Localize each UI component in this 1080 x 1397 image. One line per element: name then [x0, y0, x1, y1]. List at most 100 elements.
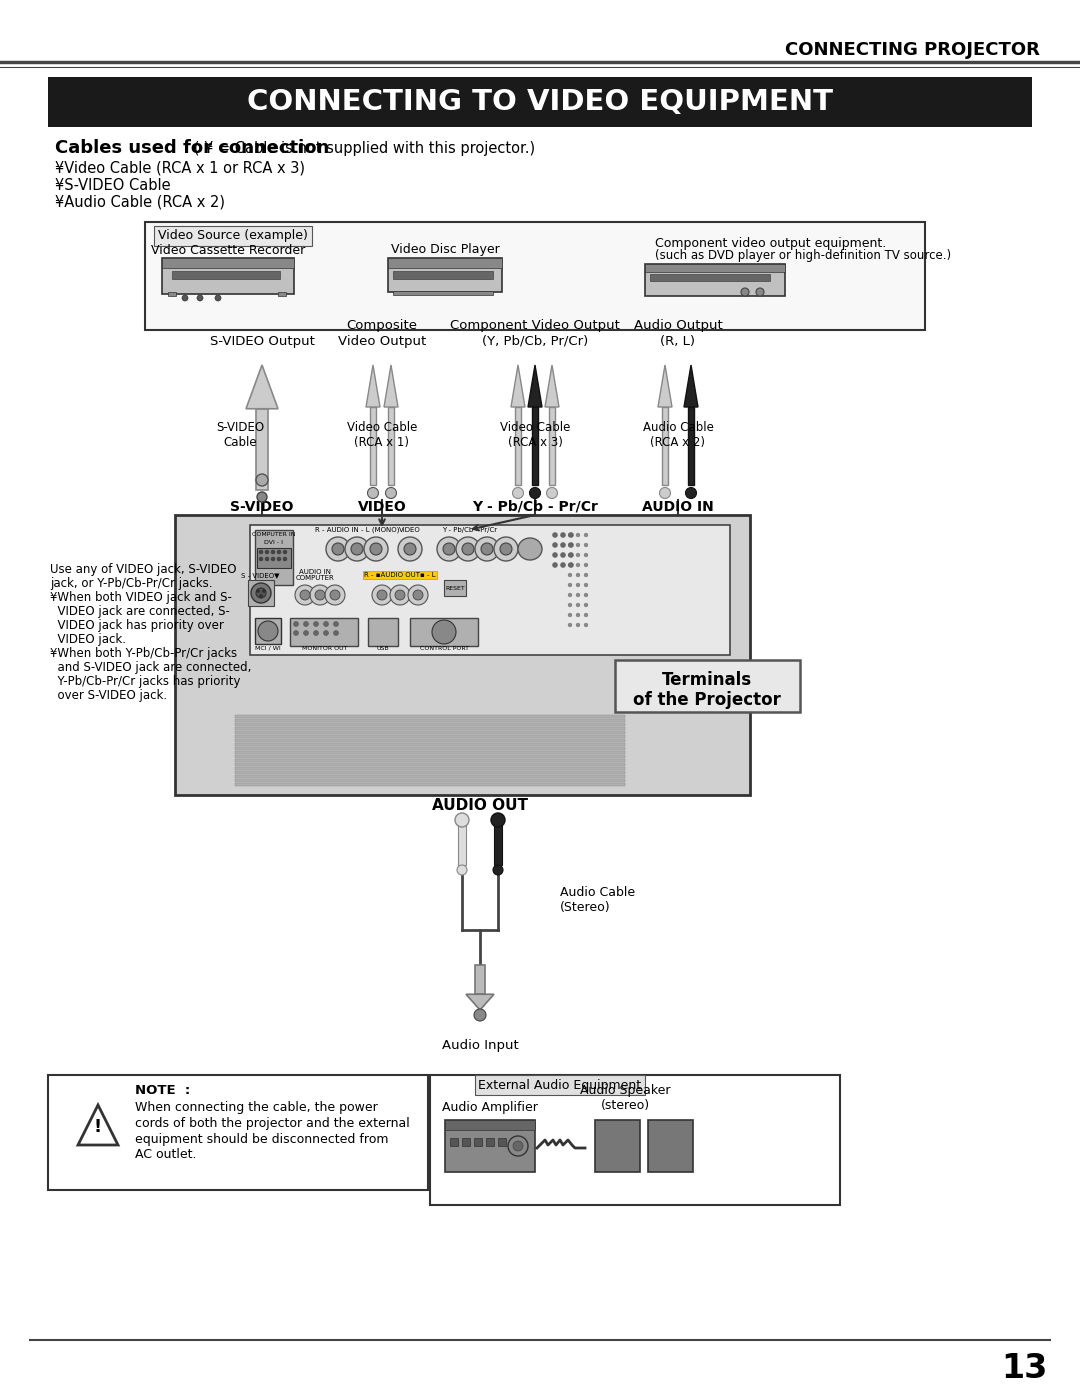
- Circle shape: [561, 552, 566, 557]
- Bar: [368, 617, 399, 645]
- Bar: [515, 407, 521, 485]
- Text: equipment should be disconnected from: equipment should be disconnected from: [135, 1133, 389, 1147]
- Text: VIDEO: VIDEO: [357, 500, 406, 514]
- Text: COMPUTER IN: COMPUTER IN: [253, 532, 296, 538]
- Circle shape: [283, 557, 287, 562]
- Text: USB: USB: [377, 645, 389, 651]
- Circle shape: [300, 590, 310, 599]
- Circle shape: [553, 552, 557, 557]
- Bar: [648, 1120, 693, 1172]
- Text: 13: 13: [1001, 1351, 1048, 1384]
- Circle shape: [259, 550, 264, 555]
- Bar: [256, 409, 268, 490]
- Bar: [235, 754, 625, 757]
- Circle shape: [294, 630, 298, 636]
- Circle shape: [256, 588, 266, 598]
- Circle shape: [568, 623, 572, 627]
- Circle shape: [576, 553, 580, 557]
- Bar: [278, 292, 286, 296]
- Circle shape: [271, 550, 275, 555]
- Bar: [249, 525, 730, 655]
- Bar: [175, 515, 750, 795]
- Text: VIDEO jack.: VIDEO jack.: [50, 633, 126, 647]
- Circle shape: [568, 553, 572, 557]
- Text: Video Cassette Recorder: Video Cassette Recorder: [151, 243, 306, 257]
- Circle shape: [553, 563, 557, 567]
- Text: Audio Output
(R, L): Audio Output (R, L): [634, 319, 723, 348]
- Circle shape: [561, 563, 566, 567]
- Bar: [235, 775, 625, 778]
- Circle shape: [576, 563, 580, 567]
- Circle shape: [529, 488, 540, 499]
- Bar: [615, 659, 800, 712]
- Bar: [162, 258, 294, 293]
- Circle shape: [475, 536, 499, 562]
- Text: and S-VIDEO jack are connected,: and S-VIDEO jack are connected,: [50, 662, 252, 675]
- Bar: [595, 1120, 640, 1172]
- Circle shape: [408, 585, 428, 605]
- Circle shape: [553, 532, 557, 538]
- Text: AC outlet.: AC outlet.: [135, 1148, 197, 1161]
- Text: S-VIDEO
Cable: S-VIDEO Cable: [216, 420, 265, 448]
- Bar: [235, 719, 625, 721]
- Circle shape: [372, 585, 392, 605]
- Bar: [235, 726, 625, 729]
- Polygon shape: [78, 1105, 118, 1146]
- Circle shape: [313, 622, 319, 626]
- Circle shape: [494, 536, 518, 562]
- Circle shape: [404, 543, 416, 555]
- Circle shape: [334, 630, 338, 636]
- Circle shape: [324, 622, 328, 626]
- Circle shape: [576, 604, 580, 608]
- Circle shape: [315, 590, 325, 599]
- Circle shape: [686, 488, 697, 499]
- Circle shape: [370, 543, 382, 555]
- Text: Audio Cable
(RCA x 2): Audio Cable (RCA x 2): [643, 420, 714, 448]
- Circle shape: [257, 590, 259, 592]
- Text: ¥Video Cable (RCA x 1 or RCA x 3): ¥Video Cable (RCA x 1 or RCA x 3): [55, 161, 305, 176]
- Circle shape: [561, 532, 566, 538]
- Circle shape: [215, 295, 221, 300]
- Text: Audio Input: Audio Input: [442, 1038, 518, 1052]
- Polygon shape: [528, 365, 542, 407]
- Circle shape: [756, 288, 764, 296]
- Circle shape: [568, 563, 572, 567]
- Text: ¥Audio Cable (RCA x 2): ¥Audio Cable (RCA x 2): [55, 194, 225, 210]
- Bar: [235, 743, 625, 746]
- Circle shape: [568, 534, 572, 536]
- Bar: [662, 407, 667, 485]
- Bar: [145, 222, 924, 330]
- Circle shape: [294, 622, 298, 626]
- Circle shape: [576, 613, 580, 617]
- Circle shape: [432, 620, 456, 644]
- Circle shape: [568, 563, 573, 567]
- Circle shape: [481, 543, 492, 555]
- Bar: [445, 1120, 535, 1172]
- Text: R - AUDIO IN - L (MONO): R - AUDIO IN - L (MONO): [314, 527, 400, 534]
- Polygon shape: [246, 365, 278, 409]
- Circle shape: [413, 590, 423, 599]
- Polygon shape: [684, 365, 698, 407]
- Bar: [550, 407, 555, 485]
- Bar: [688, 407, 693, 485]
- Text: Video Cable
(RCA x 1): Video Cable (RCA x 1): [347, 420, 417, 448]
- Bar: [494, 826, 502, 865]
- Circle shape: [568, 552, 573, 557]
- Bar: [235, 735, 625, 738]
- Circle shape: [660, 488, 671, 499]
- Bar: [450, 1139, 458, 1146]
- Circle shape: [399, 536, 422, 562]
- Bar: [255, 529, 293, 585]
- Bar: [235, 724, 625, 725]
- Circle shape: [491, 813, 505, 827]
- Bar: [235, 780, 625, 781]
- Circle shape: [390, 585, 410, 605]
- Circle shape: [492, 865, 503, 875]
- Circle shape: [259, 595, 262, 598]
- Text: Use any of VIDEO jack, S-VIDEO: Use any of VIDEO jack, S-VIDEO: [50, 563, 237, 577]
- Bar: [370, 407, 376, 485]
- Circle shape: [568, 532, 573, 538]
- Circle shape: [303, 622, 309, 626]
- Bar: [235, 752, 625, 753]
- Circle shape: [500, 543, 512, 555]
